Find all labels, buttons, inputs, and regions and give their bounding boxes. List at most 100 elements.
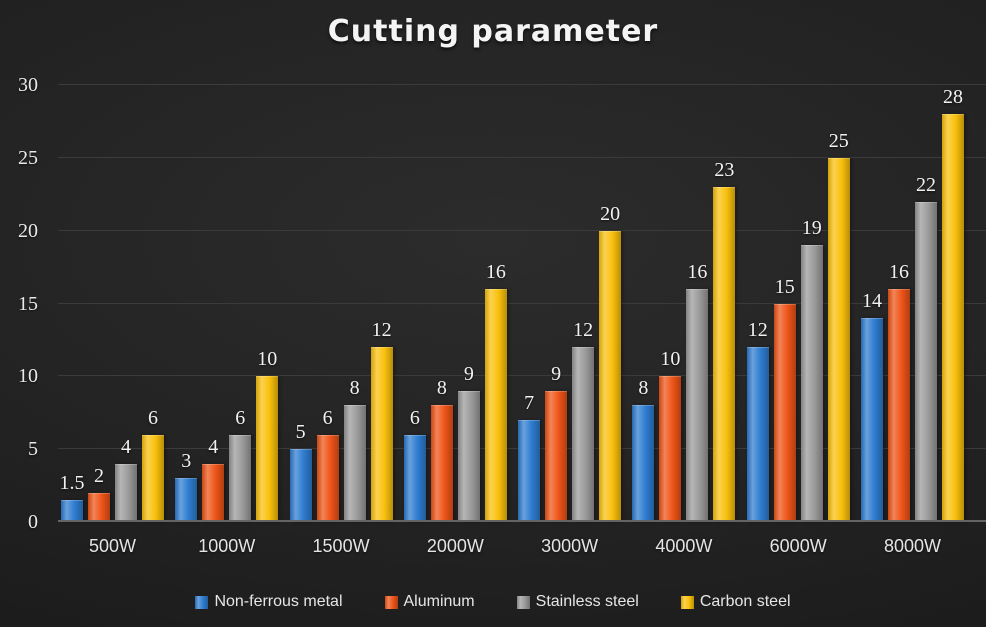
y-tick-label: 0 bbox=[28, 511, 38, 533]
plot-area: 1.5 2 4 6 500W 3 4 6 10 1000W 5 6 8 12 1500W 6 8 9 16 2000W… bbox=[58, 84, 986, 556]
y-tick-label: 10 bbox=[18, 365, 38, 388]
bar-carbon-steel: 6 bbox=[142, 407, 164, 522]
bar-value-label: 12 bbox=[573, 319, 594, 342]
bar-non-ferrous-metal: 14 bbox=[860, 290, 883, 522]
bar-value-label: 19 bbox=[801, 217, 822, 240]
bar-non-ferrous-metal: 3 bbox=[175, 450, 198, 522]
bar-value-label: 10 bbox=[660, 348, 681, 371]
bar-value-label: 16 bbox=[888, 260, 909, 283]
bar-carbon-steel: 25 bbox=[827, 130, 850, 522]
gridline bbox=[58, 302, 986, 304]
x-axis-label: 1000W bbox=[198, 536, 256, 556]
legend: Non-ferrous metal Aluminum Stainless steel… bbox=[0, 593, 986, 611]
bar-value-label: 6 bbox=[148, 406, 158, 429]
bar-aluminum: 2 bbox=[88, 465, 110, 522]
bar-value-label: 6 bbox=[235, 406, 246, 429]
bar-stainless-steel: 12 bbox=[572, 319, 595, 522]
legend-swatch bbox=[680, 595, 694, 609]
legend-label: Carbon steel bbox=[699, 593, 791, 610]
bar-aluminum: 16 bbox=[887, 261, 910, 522]
bar-value-label: 22 bbox=[915, 173, 936, 196]
bar-aluminum: 6 bbox=[316, 407, 339, 522]
x-axis-label: 3000W bbox=[541, 536, 599, 556]
bar-non-ferrous-metal: 5 bbox=[289, 421, 312, 522]
bar-value-label: 2 bbox=[94, 464, 104, 487]
bar-stainless-steel: 22 bbox=[914, 174, 937, 522]
bar-value-label: 6 bbox=[322, 406, 333, 429]
y-tick-label: 25 bbox=[18, 146, 38, 169]
gridline bbox=[58, 375, 986, 377]
bar-value-label: 6 bbox=[409, 406, 420, 429]
bar-value-label: 4 bbox=[121, 435, 131, 458]
legend-swatch bbox=[516, 595, 530, 609]
legend-item-aluminum: Aluminum bbox=[384, 593, 475, 611]
bar-carbon-steel: 20 bbox=[599, 203, 622, 522]
y-tick-label: 20 bbox=[18, 219, 38, 242]
bar-non-ferrous-metal: 12 bbox=[746, 319, 769, 522]
x-axis-label: 6000W bbox=[769, 536, 827, 556]
bar-carbon-steel: 10 bbox=[256, 348, 279, 522]
bar-stainless-steel: 16 bbox=[686, 261, 709, 522]
legend-item-non-ferrous-metal: Non-ferrous metal bbox=[195, 593, 343, 611]
bar-value-label: 25 bbox=[828, 129, 849, 152]
x-axis-label: 1500W bbox=[312, 536, 370, 556]
x-axis-label: 8000W bbox=[883, 536, 941, 556]
bar-value-label: 8 bbox=[436, 377, 447, 400]
bar-value-label: 12 bbox=[371, 319, 392, 342]
bar-aluminum: 4 bbox=[202, 436, 225, 522]
bar-value-label: 16 bbox=[687, 260, 708, 283]
bars-row: 1.5 2 4 6 500W 3 4 6 10 1000W 5 6 8 12 1500W 6 8 9 16 2000W… bbox=[60, 85, 964, 556]
bar-value-label: 15 bbox=[774, 275, 795, 298]
y-tick-label: 5 bbox=[28, 438, 38, 461]
bar-value-label: 10 bbox=[257, 348, 278, 371]
bar-aluminum: 10 bbox=[659, 348, 682, 522]
bar-value-label: 20 bbox=[600, 202, 621, 225]
legend-item-carbon-steel: Carbon steel bbox=[680, 593, 791, 611]
bar-value-label: 3 bbox=[181, 450, 192, 473]
bar-value-label: 9 bbox=[463, 362, 474, 385]
legend-label: Non-ferrous metal bbox=[214, 593, 343, 610]
x-axis-line bbox=[58, 520, 986, 522]
gridline bbox=[58, 229, 986, 231]
bar-aluminum: 9 bbox=[545, 363, 568, 522]
bar-value-label: 4 bbox=[208, 435, 219, 458]
bar-value-label: 1.5 bbox=[59, 472, 85, 495]
bar-carbon-steel: 28 bbox=[941, 86, 964, 522]
bar-non-ferrous-metal: 6 bbox=[403, 407, 426, 522]
category-group: 8 10 16 23 4000W bbox=[632, 85, 736, 556]
bar-value-label: 14 bbox=[861, 290, 882, 313]
legend-label: Aluminum bbox=[403, 593, 475, 610]
bar-value-label: 12 bbox=[747, 319, 768, 342]
bar-non-ferrous-metal: 7 bbox=[518, 392, 541, 522]
bar-value-label: 5 bbox=[295, 421, 306, 444]
y-axis-labels: 0 5 10 15 20 25 30 bbox=[0, 74, 46, 533]
bar-carbon-steel: 12 bbox=[370, 319, 393, 522]
bar-value-label: 8 bbox=[638, 377, 649, 400]
gridline bbox=[58, 84, 986, 85]
y-tick-label: 15 bbox=[18, 292, 38, 315]
bar-value-label: 23 bbox=[714, 158, 735, 181]
bar-carbon-steel: 23 bbox=[713, 159, 736, 522]
chart-title: Cutting parameter bbox=[327, 14, 659, 49]
legend-swatch bbox=[384, 595, 398, 609]
bar-stainless-steel: 19 bbox=[800, 217, 823, 522]
bar-non-ferrous-metal: 1.5 bbox=[60, 472, 85, 522]
category-group: 7 9 12 20 3000W bbox=[518, 85, 622, 556]
category-group: 1.5 2 4 6 500W bbox=[60, 85, 164, 556]
bar-value-label: 28 bbox=[942, 86, 963, 109]
bar-aluminum: 15 bbox=[773, 276, 796, 522]
bar-non-ferrous-metal: 8 bbox=[632, 377, 655, 522]
category-group: 5 6 8 12 1500W bbox=[289, 85, 393, 556]
category-group: 14 16 22 28 8000W bbox=[860, 85, 964, 556]
bar-stainless-steel: 9 bbox=[457, 363, 480, 522]
category-group: 12 15 19 25 6000W bbox=[746, 85, 850, 556]
bar-stainless-steel: 8 bbox=[343, 377, 366, 522]
bar-value-label: 9 bbox=[551, 362, 562, 385]
category-group: 6 8 9 16 2000W bbox=[403, 85, 507, 556]
bar-stainless-steel: 4 bbox=[115, 436, 137, 522]
bar-value-label: 16 bbox=[485, 260, 506, 283]
x-axis-label: 2000W bbox=[426, 536, 484, 556]
x-axis-label: 4000W bbox=[655, 536, 713, 556]
gridline bbox=[58, 156, 986, 158]
